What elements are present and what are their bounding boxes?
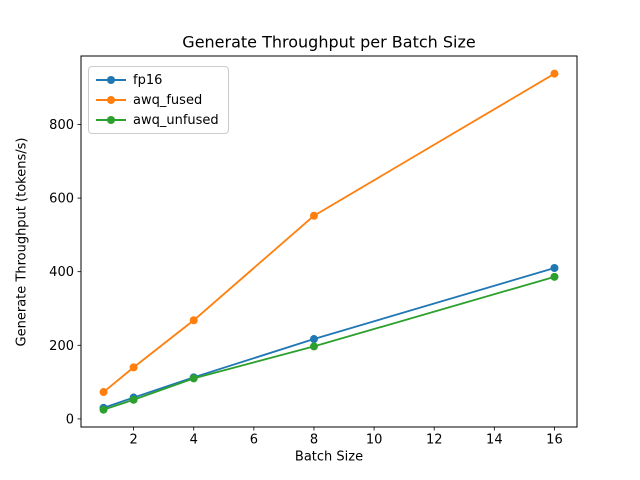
series-marker-awq_fused	[99, 388, 108, 397]
series-marker-awq_unfused	[189, 374, 198, 383]
series-marker-awq_fused	[129, 363, 138, 372]
legend-marker-dot	[107, 116, 115, 124]
legend-label: awq_unfused	[133, 112, 219, 128]
x-tick-label: 16	[546, 432, 563, 447]
x-axis-label: Batch Size	[294, 449, 364, 465]
series-marker-awq_unfused	[99, 405, 108, 414]
legend-marker-dot	[107, 96, 115, 104]
x-tick-label: 4	[190, 432, 198, 447]
legend-item-fp16: fp16	[96, 70, 219, 90]
legend-box: fp16 awq_fused awq_unfused	[88, 66, 229, 134]
axes-spines	[80, 55, 578, 428]
x-tick-label: 8	[310, 432, 318, 447]
legend-item-awq_unfused: awq_unfused	[96, 110, 219, 130]
series-marker-awq_unfused	[309, 342, 318, 351]
legend-label: awq_fused	[133, 92, 203, 108]
series-marker-fp16	[550, 264, 559, 272]
x-tick-label: 12	[426, 432, 443, 447]
legend-item-awq_fused: awq_fused	[96, 90, 219, 110]
y-tick-label: 200	[49, 339, 74, 354]
y-axis-label: Generate Throughput (tokens/s)	[14, 137, 30, 347]
legend-marker-dot	[107, 76, 115, 84]
legend-line-marker-icon	[96, 70, 126, 90]
x-tick-label: 10	[366, 432, 383, 447]
x-tick-label: 6	[250, 432, 258, 447]
x-tick-label: 2	[129, 432, 137, 447]
series-marker-awq_fused	[309, 211, 318, 220]
series-marker-awq_fused	[189, 316, 198, 325]
legend-line-marker-icon	[96, 110, 126, 130]
y-tick-label: 800	[49, 118, 74, 133]
series-line-awq_unfused	[103, 275, 555, 411]
series-marker-fp16	[309, 335, 318, 344]
series-marker-awq_unfused	[129, 395, 138, 404]
chart-title: Generate Throughput per Batch Size	[182, 32, 476, 52]
legend-label: fp16	[133, 72, 163, 88]
series-marker-awq_unfused	[550, 272, 559, 281]
legend-line-marker-icon	[96, 90, 126, 110]
y-tick-label: 600	[49, 192, 74, 207]
y-tick-label: 0	[66, 412, 74, 427]
y-tick-label: 400	[49, 265, 74, 280]
x-tick-label: 14	[486, 432, 503, 447]
series-marker-awq_fused	[550, 69, 559, 78]
